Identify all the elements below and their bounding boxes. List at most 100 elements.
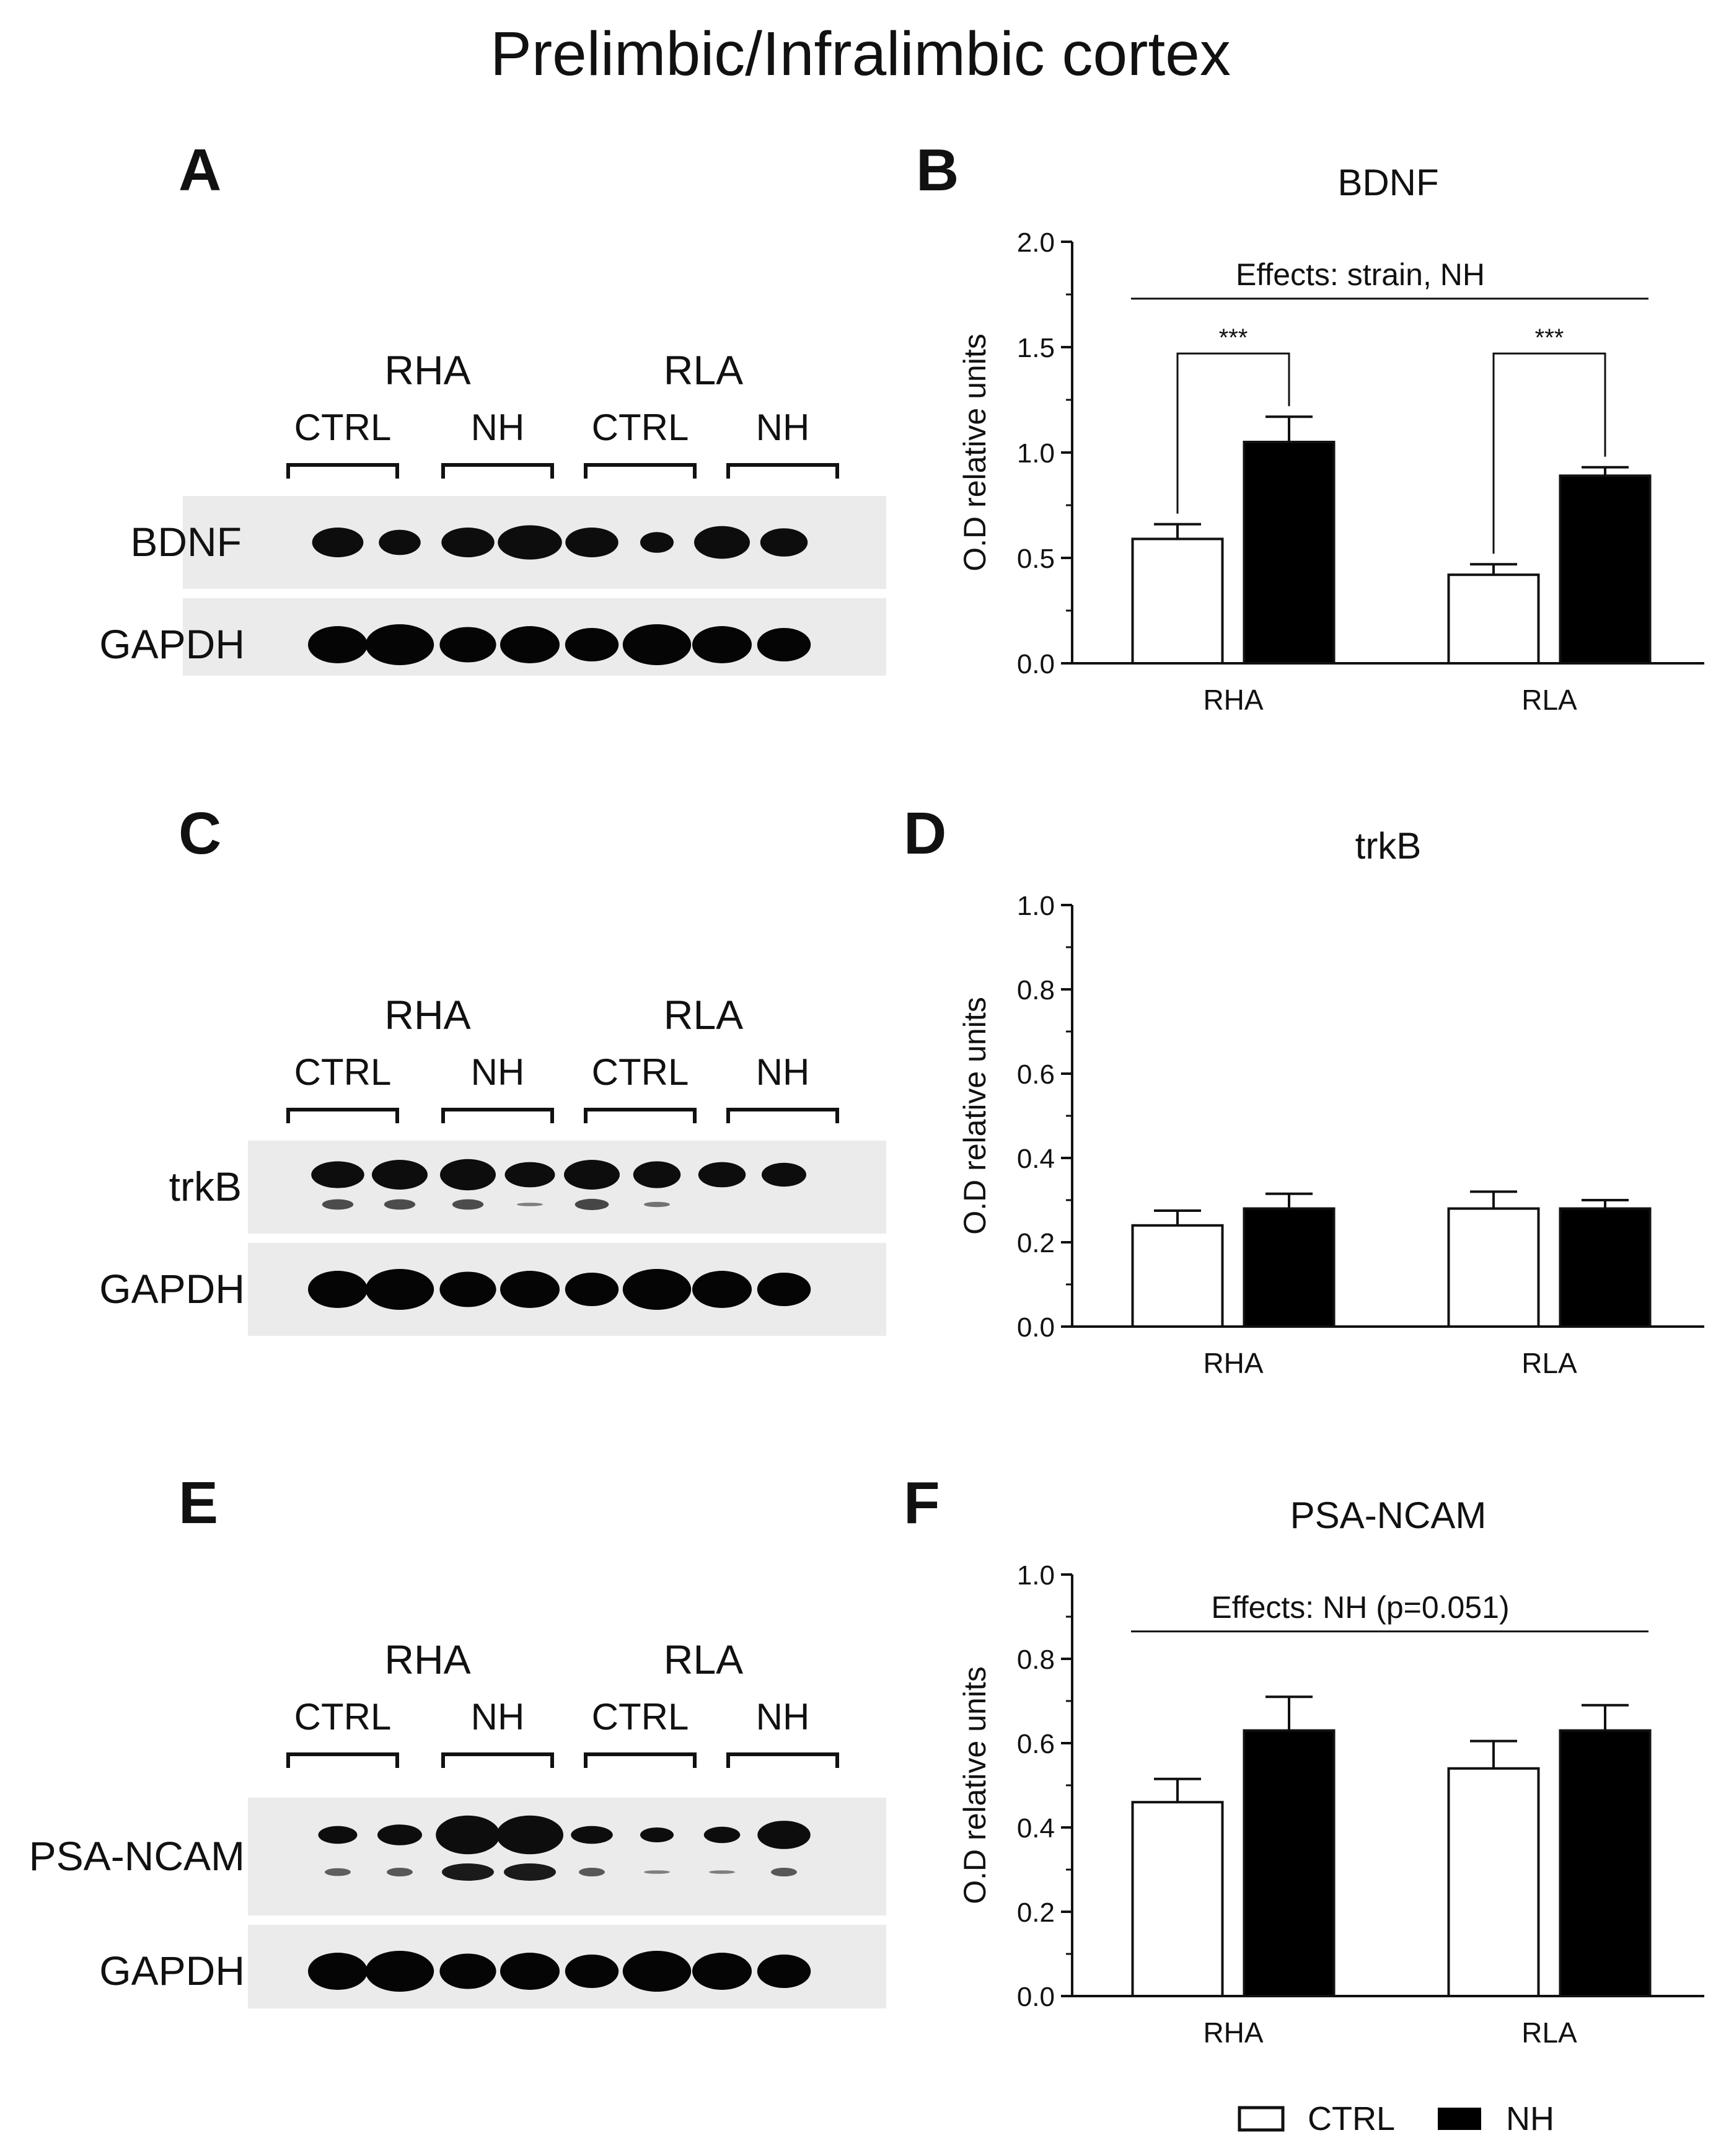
group-label-ctrl: CTRL — [294, 1696, 392, 1738]
gapdh-band — [439, 1271, 496, 1307]
chart-title: trkB — [1355, 825, 1422, 867]
protein-band — [640, 532, 674, 553]
protein-band-lower — [709, 1870, 735, 1874]
protein-band-lower — [644, 1201, 670, 1208]
significance-bracket — [1176, 352, 1290, 514]
y-tick-label: 0.6 — [1017, 1059, 1055, 1090]
protein-band-lower — [771, 1868, 797, 1876]
gapdh-band — [622, 1269, 692, 1310]
gapdh-band — [565, 1955, 619, 1988]
gapdh-band — [500, 1271, 560, 1308]
group-label-ctrl: CTRL — [592, 407, 689, 448]
y-tick-label: 0.6 — [1017, 1729, 1055, 1759]
protein-band-lower — [644, 1870, 670, 1874]
lane-bracket — [441, 1752, 554, 1768]
y-tick-label: 0.0 — [1017, 1982, 1055, 2012]
y-tick-label: 1.0 — [1017, 1560, 1055, 1591]
legend-ctrl-swatch — [1238, 2106, 1285, 2132]
y-tick-label: 0.2 — [1017, 1228, 1055, 1258]
group-label-nh: NH — [471, 1696, 525, 1738]
protein-band — [436, 1815, 500, 1855]
gapdh-band — [565, 1273, 619, 1306]
legend: CTRL NH — [1238, 2100, 1554, 2137]
strain-label-rla: RLA — [664, 347, 743, 393]
strain-label-rha: RHA — [384, 347, 470, 393]
gapdh-band — [622, 1951, 692, 1992]
gapdh-band — [692, 1271, 752, 1308]
x-tick-label-rla: RLA — [1521, 684, 1577, 716]
x-tick-label-rla: RLA — [1521, 2017, 1577, 2049]
lane-bracket — [286, 1752, 399, 1768]
effects-note: Effects: strain, NH — [1236, 257, 1485, 292]
chart-title: BDNF — [1337, 162, 1438, 203]
lane-bracket — [584, 1108, 697, 1123]
y-tick-label: 0.4 — [1017, 1144, 1055, 1174]
protein-band — [441, 528, 495, 557]
y-tick-label: 1.0 — [1017, 891, 1055, 921]
group-label-ctrl: CTRL — [592, 1696, 689, 1738]
strain-label-rha: RHA — [384, 1637, 470, 1682]
significance-bracket — [1492, 352, 1606, 554]
x-tick-label-rha: RHA — [1203, 1347, 1263, 1379]
panel-label-c: C — [178, 800, 222, 867]
protein-band — [311, 1161, 364, 1188]
panel-label-d: D — [904, 800, 947, 867]
lane-bracket — [584, 1752, 697, 1768]
y-tick-label: 1.0 — [1017, 438, 1055, 469]
lane-bracket — [726, 1108, 839, 1123]
chart-title: PSA-NCAM — [1290, 1495, 1487, 1536]
lane-bracket — [441, 463, 554, 479]
y-tick-label: 0.0 — [1017, 1312, 1055, 1343]
x-tick-label-rla: RLA — [1521, 1347, 1577, 1379]
y-axis-label: O.D relative units — [957, 334, 992, 571]
y-tick-label: 2.0 — [1017, 228, 1055, 258]
y-tick-label: 0.4 — [1017, 1813, 1055, 1844]
protein-band-lower — [322, 1199, 354, 1210]
group-label-nh: NH — [756, 1051, 810, 1093]
western-blot-psa-ncam: RHA RLA CTRL NH CTRL NH PSA-NCAM GAPDH — [29, 1637, 886, 2008]
blot-strip-protein — [248, 1798, 886, 1915]
lane-bracket — [286, 463, 399, 479]
gapdh-band — [500, 1953, 560, 1990]
blot-strip-protein — [248, 1141, 886, 1234]
gapdh-band — [365, 1269, 434, 1310]
protein-band — [318, 1826, 358, 1844]
strain-label-rla: RLA — [664, 992, 743, 1038]
protein-band-lower — [325, 1868, 351, 1876]
protein-band — [633, 1161, 681, 1188]
gapdh-band — [308, 1271, 368, 1308]
y-tick-label: 0.5 — [1017, 544, 1055, 574]
group-label-nh: NH — [756, 407, 810, 448]
y-tick-label: 0.2 — [1017, 1898, 1055, 1928]
protein-band-lower — [384, 1199, 416, 1210]
protein-band-lower — [387, 1868, 413, 1876]
panel-label-e: E — [178, 1470, 219, 1536]
protein-band-lower — [517, 1203, 543, 1206]
protein-band — [698, 1162, 746, 1188]
bar-nh-rha — [1243, 1729, 1336, 1997]
gapdh-band — [365, 1951, 434, 1992]
protein-band — [496, 1815, 563, 1855]
panel-label-b: B — [916, 137, 959, 203]
group-label-nh: NH — [471, 407, 525, 448]
protein-label: trkB — [169, 1164, 242, 1209]
strain-label-rha: RHA — [384, 992, 470, 1038]
bar-nh-rla — [1559, 1207, 1652, 1328]
strain-label-rla: RLA — [664, 1637, 743, 1682]
gapdh-band — [692, 626, 752, 663]
panel-label-f: F — [904, 1470, 940, 1536]
y-tick-label: 0.8 — [1017, 975, 1055, 1005]
y-axis-label: O.D relative units — [957, 1666, 992, 1904]
protein-band — [757, 1821, 811, 1849]
protein-label: PSA-NCAM — [29, 1833, 245, 1879]
significance-marker: *** — [1535, 324, 1564, 351]
protein-band — [565, 528, 618, 557]
gapdh-band — [757, 628, 811, 661]
protein-band-lower — [452, 1199, 484, 1210]
legend-nh-swatch — [1438, 2108, 1481, 2130]
gapdh-band — [565, 628, 619, 661]
bar-ctrl-rla — [1447, 1767, 1540, 1997]
protein-band — [372, 1160, 428, 1190]
lane-bracket — [726, 463, 839, 479]
gapdh-band — [757, 1273, 811, 1306]
